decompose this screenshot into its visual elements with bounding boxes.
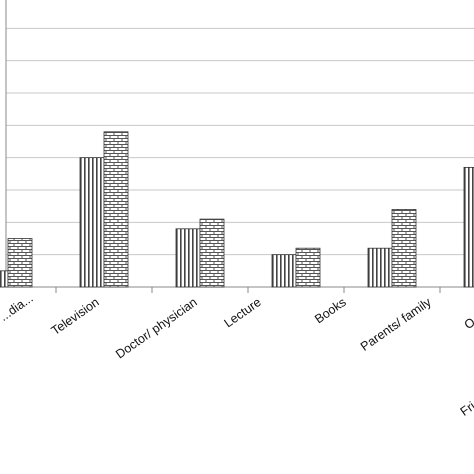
x-tick-label-2: Doctor/ physician (113, 295, 200, 361)
x-tick-label-1: Television (49, 295, 102, 338)
bar-parents-family-series-1 (463, 166, 474, 288)
x-tick-label-0: ...dia... (0, 291, 36, 324)
x-tick-label-5: Parents/ family (358, 295, 434, 354)
bar-lecture-series-2 (295, 247, 321, 288)
bar-television-series-1 (79, 157, 105, 288)
bar-social-media-series-2 (7, 238, 33, 288)
bar-social-media-series-1 (0, 270, 9, 288)
bar-doctor-physician-series-2 (199, 218, 225, 288)
bars (0, 131, 474, 288)
bar-doctor-physician-series-1 (175, 228, 201, 288)
x-tick-label-6: O (462, 315, 474, 332)
category-tick-labels: ...dia... Television Doctor/ physician Lect… (0, 291, 474, 419)
bar-books-series-1 (367, 247, 393, 288)
bar-television-series-2 (103, 131, 129, 288)
x-tick-label-4: Books (312, 295, 348, 326)
x-tick-label-7: Fri (458, 399, 474, 419)
x-tick-label-3: Lecture (222, 295, 264, 330)
bar-books-series-2 (391, 208, 417, 288)
bar-lecture-series-1 (271, 254, 297, 288)
